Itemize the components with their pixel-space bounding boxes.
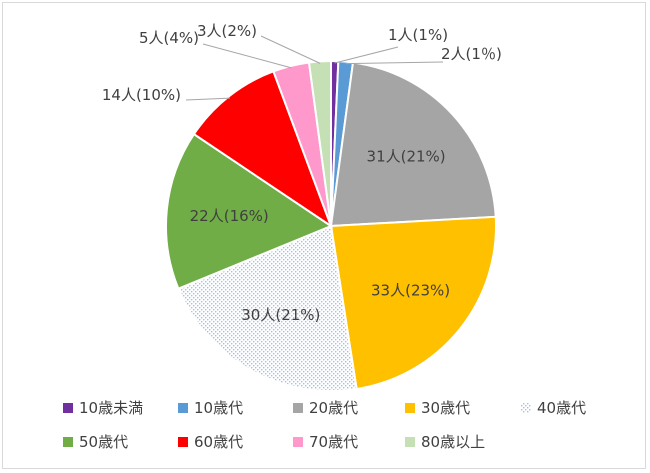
leader-line-8: [202, 43, 292, 69]
legend-swatch-6: [63, 437, 73, 447]
legend-label-2: 10歳代: [194, 399, 243, 417]
leader-lines: [185, 35, 444, 101]
leader-line-9: [260, 35, 321, 64]
slice-label-6: 22人(16%): [190, 207, 269, 225]
legend-swatch-9: [405, 437, 415, 447]
pie-slice-7: [192, 70, 334, 229]
legend: 10歳未満 10歳代 20歳代 30歳代 40歳代 50歳代 60歳代 70歳代 80歳以上: [63, 399, 586, 451]
leader-line-2: [345, 61, 444, 65]
legend-label-5: 40歳代: [537, 399, 586, 417]
slice-label-8: 5人(4%): [139, 29, 199, 47]
pie-slices: [165, 59, 497, 392]
legend-swatch-3: [293, 403, 303, 413]
legend-swatch-8: [293, 437, 303, 447]
legend-label-7: 60歳代: [194, 433, 243, 451]
leader-line-7: [185, 97, 231, 101]
pie-slice-3: [329, 61, 497, 228]
legend-swatch-2: [178, 403, 188, 413]
legend-swatch-1: [63, 403, 73, 413]
pie-slice-5: [177, 224, 358, 392]
legend-swatch-5: [521, 403, 531, 413]
slice-label-5: 30人(21%): [241, 306, 320, 324]
slice-labels: 1人(1%)2人(1％) 31人(21%) 33人(23%) 30人(21%) 22人(…: [102, 22, 502, 324]
legend-label-8: 70歳代: [309, 433, 358, 451]
legend-swatch-7: [178, 437, 188, 447]
legend-label-3: 20歳代: [309, 399, 358, 417]
legend-swatch-4: [405, 403, 415, 413]
pie-slice-4: [329, 215, 497, 391]
slice-label-3: 31人(21%): [367, 148, 446, 166]
legend-label-9: 80歳以上: [421, 433, 485, 451]
slice-label-2: 2人(1％): [441, 45, 502, 63]
chart-frame: 1人(1%) 2人(1％) 31人(21%) 33人(23%) 30人(21%) 22人(…: [2, 2, 646, 469]
legend-label-1: 10歳未満: [79, 399, 143, 417]
legend-label-6: 50歳代: [79, 433, 128, 451]
leader-line-1: [334, 46, 399, 64]
pie-slice-9: [307, 59, 332, 227]
pie-chart: 1人(1%)2人(1％) 31人(21%) 33人(23%) 30人(21%) 22人(…: [63, 22, 586, 451]
slice-label-7: 14人(10%): [102, 86, 181, 104]
slice-label-9: 3人(2%): [197, 22, 257, 40]
pie-slice-6: [165, 132, 334, 291]
legend-label-4: 30歳代: [421, 399, 470, 417]
slice-label-1: 1人(1%): [388, 26, 448, 44]
slice-label-4: 33人(23%): [371, 281, 450, 299]
